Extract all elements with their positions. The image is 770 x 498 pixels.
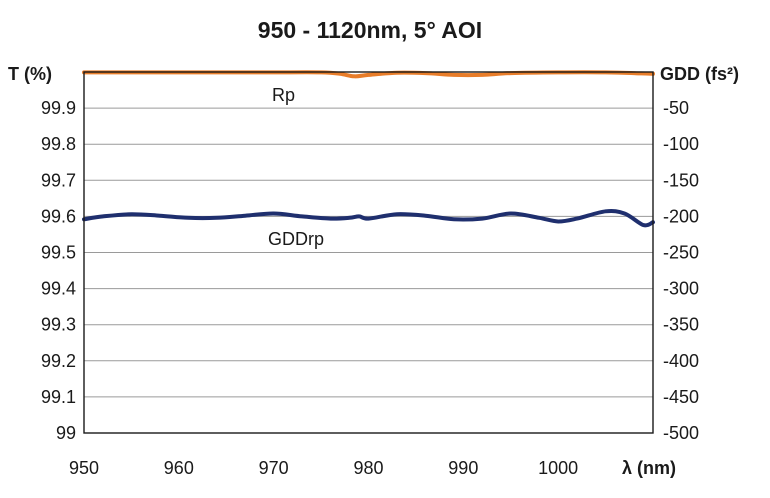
x-tick-label: 970 <box>259 458 289 478</box>
y-right-tick-label: -200 <box>663 206 699 226</box>
y-right-tick-label: -350 <box>663 315 699 335</box>
y-left-tick-label: 99.6 <box>41 206 76 226</box>
y-left-tick-label: 99.1 <box>41 387 76 407</box>
x-tick-label: 980 <box>353 458 383 478</box>
y-right-tick-label: -500 <box>663 423 699 443</box>
series-label-gddrp: GDDrp <box>268 229 324 249</box>
y-left-tick-label: 99.8 <box>41 134 76 154</box>
grid <box>84 107 653 398</box>
y-right-tick-label: -250 <box>663 243 699 263</box>
y-right-tick-label: -50 <box>663 98 689 118</box>
y-left-tick-label: 99 <box>56 423 76 443</box>
y-left-tick-label: 99.9 <box>41 98 76 118</box>
y-left-tick-label: 99.7 <box>41 170 76 190</box>
x-axis-title: λ (nm) <box>622 458 676 478</box>
series-line-rp <box>82 70 655 79</box>
ticks-group: 99.9 99.8 99.7 99.6 99.5 99.4 99.3 99.2 99.1 99 -5… <box>41 98 699 478</box>
y-left-tick-label: 99.4 <box>41 279 76 299</box>
y-left-tick-label: 99.3 <box>41 315 76 335</box>
y-left-axis-title: T (%) <box>8 64 52 84</box>
series-line-gddrp <box>82 208 655 228</box>
plot-frame <box>83 71 654 434</box>
x-tick-label: 950 <box>69 458 99 478</box>
x-tick-label: 960 <box>164 458 194 478</box>
x-tick-label: 990 <box>448 458 478 478</box>
y-right-tick-label: -300 <box>663 279 699 299</box>
y-right-axis-title: GDD (fs²) <box>660 64 739 84</box>
series-label-rp: Rp <box>272 85 295 105</box>
series-group <box>82 70 655 228</box>
chart-title: 950 - 1120nm, 5° AOI <box>258 17 482 43</box>
y-right-tick-label: -400 <box>663 351 699 371</box>
y-right-tick-label: -100 <box>663 134 699 154</box>
y-right-tick-label: -150 <box>663 170 699 190</box>
y-left-tick-label: 99.2 <box>41 351 76 371</box>
y-left-tick-label: 99.5 <box>41 243 76 263</box>
y-right-tick-label: -450 <box>663 387 699 407</box>
x-tick-label: 1000 <box>538 458 578 478</box>
